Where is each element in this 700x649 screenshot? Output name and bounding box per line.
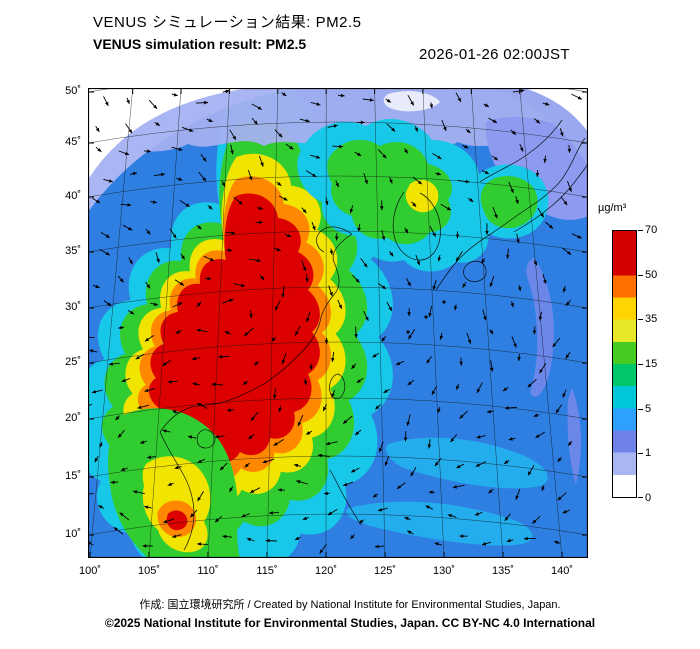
colorbar-tick [638, 230, 643, 231]
coast-china [159, 233, 353, 433]
colorbar-tick-label: 0 [645, 492, 652, 504]
coast-korea [392, 191, 441, 261]
colorbar-tick [638, 497, 643, 498]
lon-tick-label: 110˚ [197, 565, 219, 577]
colorbar-tick [638, 275, 643, 276]
lon-tick-label: 100˚ [78, 565, 102, 577]
lat-tick-label: 50˚ [65, 85, 81, 97]
colorbar-tick-label: 15 [645, 358, 658, 370]
colorbar-unit-label: µg/m³ [598, 202, 627, 214]
colorbar-tick-label: 70 [645, 224, 658, 236]
lon-tick-label: 135˚ [491, 565, 515, 577]
coast-primorye [479, 119, 563, 183]
map-frame [88, 88, 588, 558]
lat-tick-label: 45˚ [65, 136, 81, 148]
lon-tick-label: 115˚ [256, 565, 278, 577]
meridians [89, 88, 563, 558]
wind-vector-layer [88, 89, 583, 554]
credit-line: 作成: 国立環境研究所 / Created by National Instit… [139, 599, 561, 611]
frame-ticks [88, 88, 588, 558]
coast-ryukyu [406, 330, 410, 334]
graticule-layer [88, 88, 588, 558]
coast-hainan [196, 429, 216, 449]
colorbar-tick [638, 364, 643, 365]
lon-tick-label: 130˚ [432, 565, 456, 577]
colorbar-tick-label: 1 [645, 447, 652, 459]
lat-tick-label: 25˚ [65, 356, 81, 368]
lon-tick-label: 125˚ [373, 565, 397, 577]
coast-kyushu [463, 260, 487, 282]
coast-taiwan [329, 373, 346, 399]
colorbar-tick-label: 5 [645, 403, 652, 415]
map-canvas [88, 88, 588, 558]
pm25-map [88, 88, 588, 558]
coast-bohai [316, 226, 353, 253]
lat-tick-label: 15˚ [65, 470, 81, 482]
lon-tick-label: 140˚ [550, 565, 574, 577]
coast-ryukyu [442, 300, 446, 304]
coast-japan [435, 137, 586, 291]
lat-tick-label: 30˚ [65, 301, 81, 313]
coastline-layer [159, 119, 588, 551]
lon-tick-label: 105˚ [137, 565, 161, 577]
colorbar-tick [638, 409, 643, 410]
colorbar-tick-label: 50 [645, 269, 658, 281]
coast-ryukyu [424, 315, 428, 319]
lat-tick-label: 40˚ [65, 190, 81, 202]
timestamp: 2026-01-26 02:00JST [419, 46, 570, 63]
coast-vietnam [159, 431, 195, 551]
colorbar-tick-label: 35 [645, 313, 658, 325]
lat-tick-label: 20˚ [65, 412, 81, 424]
colorbar-tick [638, 453, 643, 454]
lon-tick-label: 120˚ [314, 565, 338, 577]
colorbar-tick [638, 319, 643, 320]
coast-japan-pacific [513, 163, 588, 233]
coast-luzon [329, 469, 362, 526]
lat-tick-label: 10˚ [65, 528, 81, 540]
colorbar-gradient [612, 230, 637, 498]
concentration-field-layer [88, 88, 588, 558]
license-line: ©2025 National Institute for Environment… [104, 616, 596, 630]
page-title-en: VENUS simulation result: PM2.5 [93, 36, 307, 52]
lat-tick-label: 35˚ [65, 245, 81, 257]
parallels [88, 88, 588, 536]
page-title-ja: VENUS シミュレーション結果: PM2.5 [93, 14, 362, 31]
